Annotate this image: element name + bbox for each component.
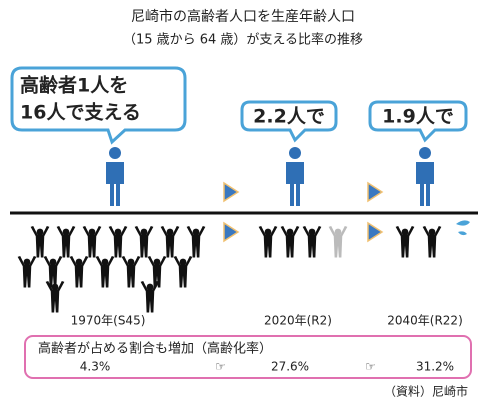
worker-head — [24, 259, 31, 266]
worker-head — [37, 229, 44, 236]
elder-head — [289, 147, 301, 159]
worker-head — [429, 229, 436, 236]
worker-head — [402, 229, 409, 236]
worker-head — [52, 284, 59, 291]
arrow — [368, 223, 382, 241]
aging-rate: 31.2% — [416, 360, 454, 374]
elder-body — [286, 162, 304, 206]
arrow — [368, 183, 382, 201]
arrow — [224, 183, 238, 201]
worker-head — [193, 229, 200, 236]
subtitle: （15 歳から 64 歳）が支える比率の推移 — [123, 32, 363, 48]
bubble-text: 高齢者1人を — [20, 74, 128, 97]
worker-head — [309, 229, 316, 236]
elder-head — [109, 147, 121, 159]
worker-head — [76, 259, 83, 266]
worker-head — [167, 229, 174, 236]
elder-body — [106, 162, 124, 206]
pointer-icon: ☞ — [365, 360, 376, 374]
worker-head — [147, 284, 154, 291]
worker-head — [154, 259, 161, 266]
people — [18, 147, 470, 313]
worker-head — [89, 229, 96, 236]
sweat — [456, 220, 470, 235]
source: （資料）尼崎市 — [384, 384, 468, 399]
worker-head — [265, 229, 272, 236]
pointer-icon: ☞ — [215, 360, 226, 374]
elder-body — [416, 162, 434, 206]
worker-head — [50, 259, 57, 266]
worker-head — [63, 229, 70, 236]
year-label: 1970年(S45) — [71, 314, 146, 328]
bubble-text: 16人で支える — [20, 102, 141, 124]
worker-head — [102, 259, 109, 266]
year-label: 2020年(R2) — [264, 314, 332, 328]
worker-head — [128, 259, 135, 266]
arrow — [224, 223, 238, 241]
aging-rate: 27.6% — [271, 360, 309, 374]
aging-rate: 4.3% — [80, 360, 111, 374]
bubble-text: 1.9人で — [382, 106, 454, 128]
infographic: 尼崎市の高齢者人口を生産年齢人口 （15 歳から 64 歳）が支える比率の推移 … — [0, 0, 486, 403]
worker-head — [115, 229, 122, 236]
aging-label: 高齢者が占める割合も増加（高齢化率） — [38, 341, 272, 357]
bubble-text: 2.2人で — [253, 106, 325, 128]
year-label: 2040年(R22) — [387, 314, 463, 328]
worker-head — [141, 229, 148, 236]
worker-head — [287, 229, 294, 236]
elder-head — [419, 147, 431, 159]
worker-head — [180, 259, 187, 266]
title: 尼崎市の高齢者人口を生産年齢人口 — [131, 8, 355, 25]
worker-head — [335, 229, 342, 236]
